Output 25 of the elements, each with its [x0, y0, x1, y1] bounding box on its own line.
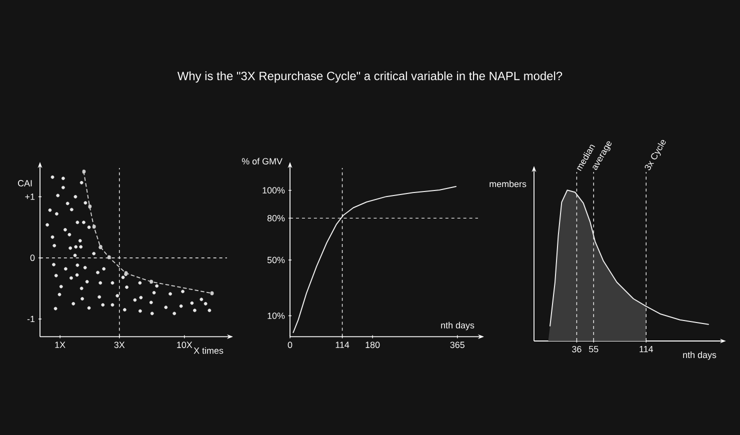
text: Why is the "3X Repurchase Cycle" a critical variable in the NAPL model?	[177, 71, 562, 83]
x-tick-label: 114	[640, 346, 654, 352]
x-tick-label: 0	[288, 342, 292, 348]
y-tick-label: 80%	[267, 215, 285, 222]
x-tick-label: 55	[589, 346, 598, 352]
x-tick-label: 180	[366, 342, 380, 348]
x-tick-label: 365	[450, 342, 464, 348]
line-series	[292, 186, 456, 334]
y-tick-label: 10%	[268, 312, 285, 319]
y-tick-label: 50%	[267, 256, 285, 264]
x-tick-label: 114	[336, 342, 350, 348]
x-tick-label: 1X	[55, 342, 66, 348]
y-axis-title: members	[490, 180, 526, 188]
x-tick-label: 10X	[177, 342, 192, 348]
x-axis-title: nth days	[441, 322, 474, 330]
y-axis-title: CAI	[18, 180, 32, 186]
x-tick-label: 36	[572, 346, 582, 352]
x-tick-label: 3X	[114, 342, 125, 348]
x-axis-title: nth days	[683, 351, 716, 360]
y-tick-label: +1	[25, 194, 35, 200]
y-tick-label: 100%	[262, 187, 285, 194]
y-tick-label: 0	[30, 254, 35, 262]
y-axis-title: % of GMV	[242, 158, 282, 164]
x-axis-title: X times	[194, 347, 224, 354]
y-tick-label: -1	[27, 316, 35, 322]
